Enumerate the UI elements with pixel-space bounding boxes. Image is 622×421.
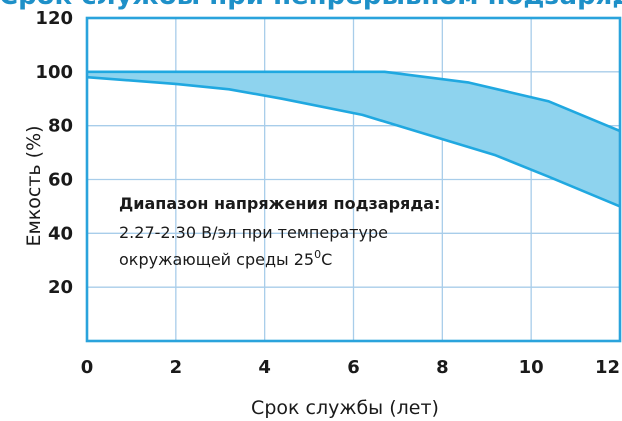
y-tick-label-100: 100 — [35, 62, 73, 83]
y-tick-label-20: 20 — [48, 277, 73, 298]
x-tick-label-10: 10 — [519, 357, 544, 378]
y-tick-labels: 20 40 60 80 100 120 — [35, 8, 73, 298]
x-axis-label: Срок службы (лет) — [251, 397, 439, 419]
y-axis-label: Емкость (%) — [23, 125, 45, 246]
x-tick-label-4: 4 — [258, 357, 271, 378]
y-tick-label-80: 80 — [48, 116, 73, 137]
x-tick-label-0: 0 — [81, 357, 94, 378]
y-tick-label-120: 120 — [35, 8, 73, 29]
x-tick-label-6: 6 — [347, 357, 360, 378]
x-tick-label-12: 12 — [595, 357, 620, 378]
annotation-line-1: 2.27-2.30 В/эл при температуре — [119, 223, 388, 242]
chart-title: Срок службы при непрерывном подзаряде — [0, 0, 622, 11]
annotation-line-2: окружающей среды 250C — [119, 248, 332, 269]
annotation-box: Диапазон напряжения подзаряда: 2.27-2.30… — [119, 194, 440, 269]
series-line-upper — [87, 70, 621, 133]
plot-frame — [85, 16, 622, 343]
series-line-lower — [86, 75, 621, 208]
annotation-heading: Диапазон напряжения подзаряда: — [119, 194, 440, 213]
annotation-superscript: 0 — [314, 248, 321, 261]
x-tick-labels: 0 2 4 6 8 10 12 — [81, 357, 620, 378]
x-tick-label-2: 2 — [170, 357, 183, 378]
x-tick-label-8: 8 — [436, 357, 449, 378]
y-tick-label-40: 40 — [48, 223, 73, 244]
grid-lines — [87, 18, 620, 341]
y-tick-label-60: 60 — [48, 170, 73, 191]
capacity-band-fill — [87, 71, 620, 207]
